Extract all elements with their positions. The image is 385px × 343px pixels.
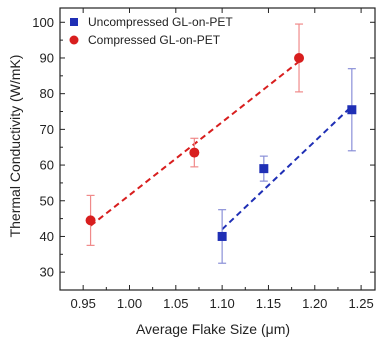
uncompressed-point (217, 231, 227, 241)
uncompressed-fit-line (221, 105, 353, 231)
x-tick-label: 1.15 (256, 296, 281, 311)
y-tick-label: 70 (40, 122, 54, 137)
y-tick-label: 100 (32, 15, 54, 30)
y-axis-title: Thermal Conductivity (W/mK) (7, 55, 23, 238)
legend-label-uncompressed: Uncompressed GL-on-PET (88, 15, 233, 29)
legend-marker-uncompressed (70, 18, 78, 26)
compressed-point (85, 215, 96, 226)
y-tick-label: 90 (40, 50, 54, 65)
plot-frame (59, 7, 376, 291)
compressed-point (189, 147, 200, 158)
y-tick-label: 60 (40, 158, 54, 173)
y-tick-label: 40 (40, 229, 54, 244)
x-tick-label: 1.25 (348, 296, 373, 311)
uncompressed-point (347, 105, 357, 115)
x-tick-label: 1.00 (117, 296, 142, 311)
x-axis-title: Average Flake Size (μm) (136, 321, 290, 337)
y-tick-label: 80 (40, 86, 54, 101)
x-tick-label: 1.10 (209, 296, 234, 311)
legend-marker-compressed (69, 35, 79, 45)
x-tick-label: 0.95 (71, 296, 96, 311)
uncompressed-point (259, 164, 269, 174)
compressed-point (294, 52, 305, 63)
y-tick-label: 30 (40, 265, 54, 280)
legend-label-compressed: Compressed GL-on-PET (88, 33, 221, 47)
y-tick-label: 50 (40, 193, 54, 208)
x-tick-label: 1.05 (163, 296, 188, 311)
x-tick-label: 1.20 (302, 296, 327, 311)
